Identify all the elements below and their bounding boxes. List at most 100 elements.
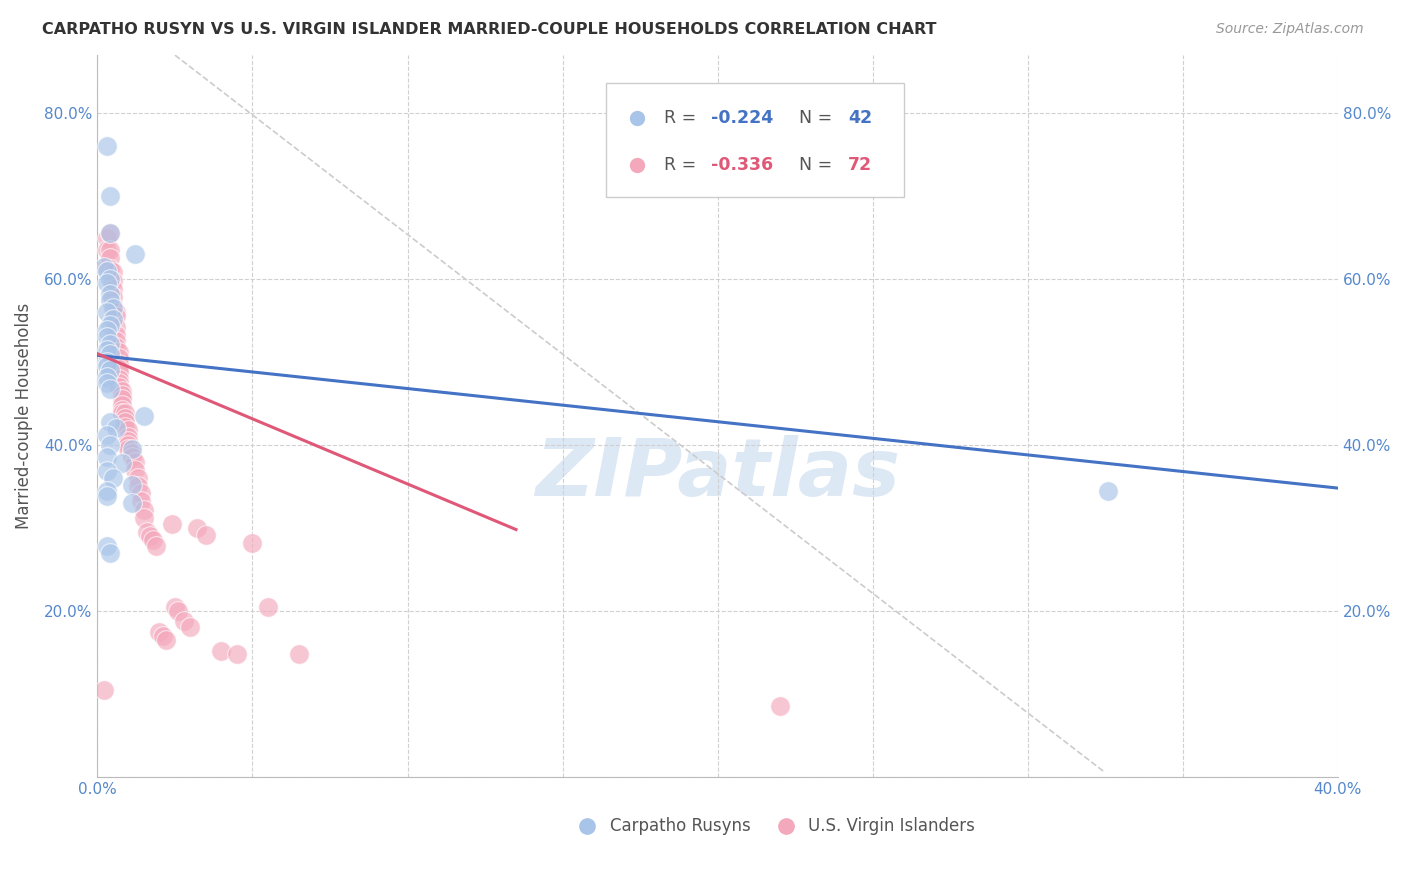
- Point: [96, 343, 118, 357]
- Point: [98, 363, 121, 377]
- Point: [108, 365, 131, 379]
- Point: [121, 446, 143, 460]
- Point: [96, 324, 118, 338]
- Point: [96, 330, 118, 344]
- Point: [96, 539, 118, 553]
- Text: U.S. Virgin Islanders: U.S. Virgin Islanders: [808, 817, 974, 835]
- Point: [98, 318, 121, 332]
- Point: [96, 243, 118, 257]
- Point: [96, 465, 118, 479]
- Text: R =: R =: [664, 109, 702, 127]
- Point: [96, 305, 118, 319]
- Point: [142, 533, 165, 548]
- Point: [98, 336, 121, 351]
- Point: [114, 415, 136, 429]
- Point: [139, 529, 162, 543]
- Point: [121, 450, 143, 465]
- Point: [98, 262, 121, 277]
- Point: [101, 265, 124, 279]
- Point: [111, 392, 134, 407]
- Point: [98, 347, 121, 361]
- Point: [117, 438, 139, 452]
- Point: [96, 139, 118, 153]
- Point: [98, 546, 121, 560]
- Point: [117, 430, 139, 444]
- Point: [101, 311, 124, 326]
- Point: [132, 502, 155, 516]
- Point: [111, 384, 134, 398]
- Point: [132, 511, 155, 525]
- Point: [226, 647, 249, 661]
- Point: [186, 521, 208, 535]
- Point: [1097, 483, 1119, 498]
- Point: [117, 434, 139, 448]
- Point: [98, 227, 121, 241]
- Point: [98, 415, 121, 429]
- Point: [96, 230, 118, 244]
- Point: [160, 516, 183, 531]
- Point: [98, 189, 121, 203]
- Point: [98, 382, 121, 396]
- Point: [105, 340, 128, 354]
- Point: [108, 371, 131, 385]
- Point: [105, 310, 128, 324]
- Point: [121, 442, 143, 456]
- Point: [96, 428, 118, 442]
- Point: [96, 376, 118, 390]
- Text: ZIPatlas: ZIPatlas: [536, 434, 900, 513]
- Point: [117, 423, 139, 437]
- Point: [105, 305, 128, 319]
- Point: [93, 260, 115, 274]
- Point: [129, 486, 152, 500]
- Point: [195, 527, 218, 541]
- Point: [111, 398, 134, 412]
- Point: [211, 643, 233, 657]
- Point: [101, 290, 124, 304]
- Point: [148, 624, 170, 639]
- Point: [129, 494, 152, 508]
- Point: [96, 264, 118, 278]
- Point: [105, 421, 128, 435]
- Point: [242, 536, 264, 550]
- Point: [155, 632, 177, 647]
- Point: [98, 272, 121, 286]
- Point: [98, 293, 121, 307]
- Point: [98, 287, 121, 301]
- Point: [108, 351, 131, 365]
- Point: [124, 463, 146, 477]
- Point: [114, 406, 136, 420]
- Text: 42: 42: [848, 109, 872, 127]
- Point: [127, 471, 149, 485]
- Point: [98, 243, 121, 257]
- Text: R =: R =: [664, 156, 702, 174]
- Point: [127, 479, 149, 493]
- Point: [132, 409, 155, 423]
- Point: [96, 450, 118, 464]
- Point: [108, 345, 131, 359]
- Point: [108, 376, 131, 390]
- Text: N =: N =: [789, 109, 838, 127]
- Point: [98, 438, 121, 452]
- Point: [108, 361, 131, 376]
- Point: [101, 301, 124, 315]
- Point: [98, 227, 121, 241]
- Point: [96, 355, 118, 369]
- Point: [101, 299, 124, 313]
- Point: [117, 442, 139, 456]
- Point: [121, 477, 143, 491]
- Text: Carpatho Rusyns: Carpatho Rusyns: [610, 817, 751, 835]
- Point: [124, 454, 146, 468]
- Point: [105, 328, 128, 343]
- Point: [145, 539, 167, 553]
- Point: [121, 496, 143, 510]
- Text: -0.336: -0.336: [711, 156, 773, 174]
- Y-axis label: Married-couple Households: Married-couple Households: [15, 302, 32, 529]
- Point: [105, 320, 128, 334]
- Text: CARPATHO RUSYN VS U.S. VIRGIN ISLANDER MARRIED-COUPLE HOUSEHOLDS CORRELATION CHA: CARPATHO RUSYN VS U.S. VIRGIN ISLANDER M…: [42, 22, 936, 37]
- Text: -0.224: -0.224: [711, 109, 773, 127]
- Point: [96, 277, 118, 291]
- Point: [111, 403, 134, 417]
- Point: [768, 699, 790, 714]
- Point: [98, 252, 121, 266]
- Point: [163, 599, 186, 614]
